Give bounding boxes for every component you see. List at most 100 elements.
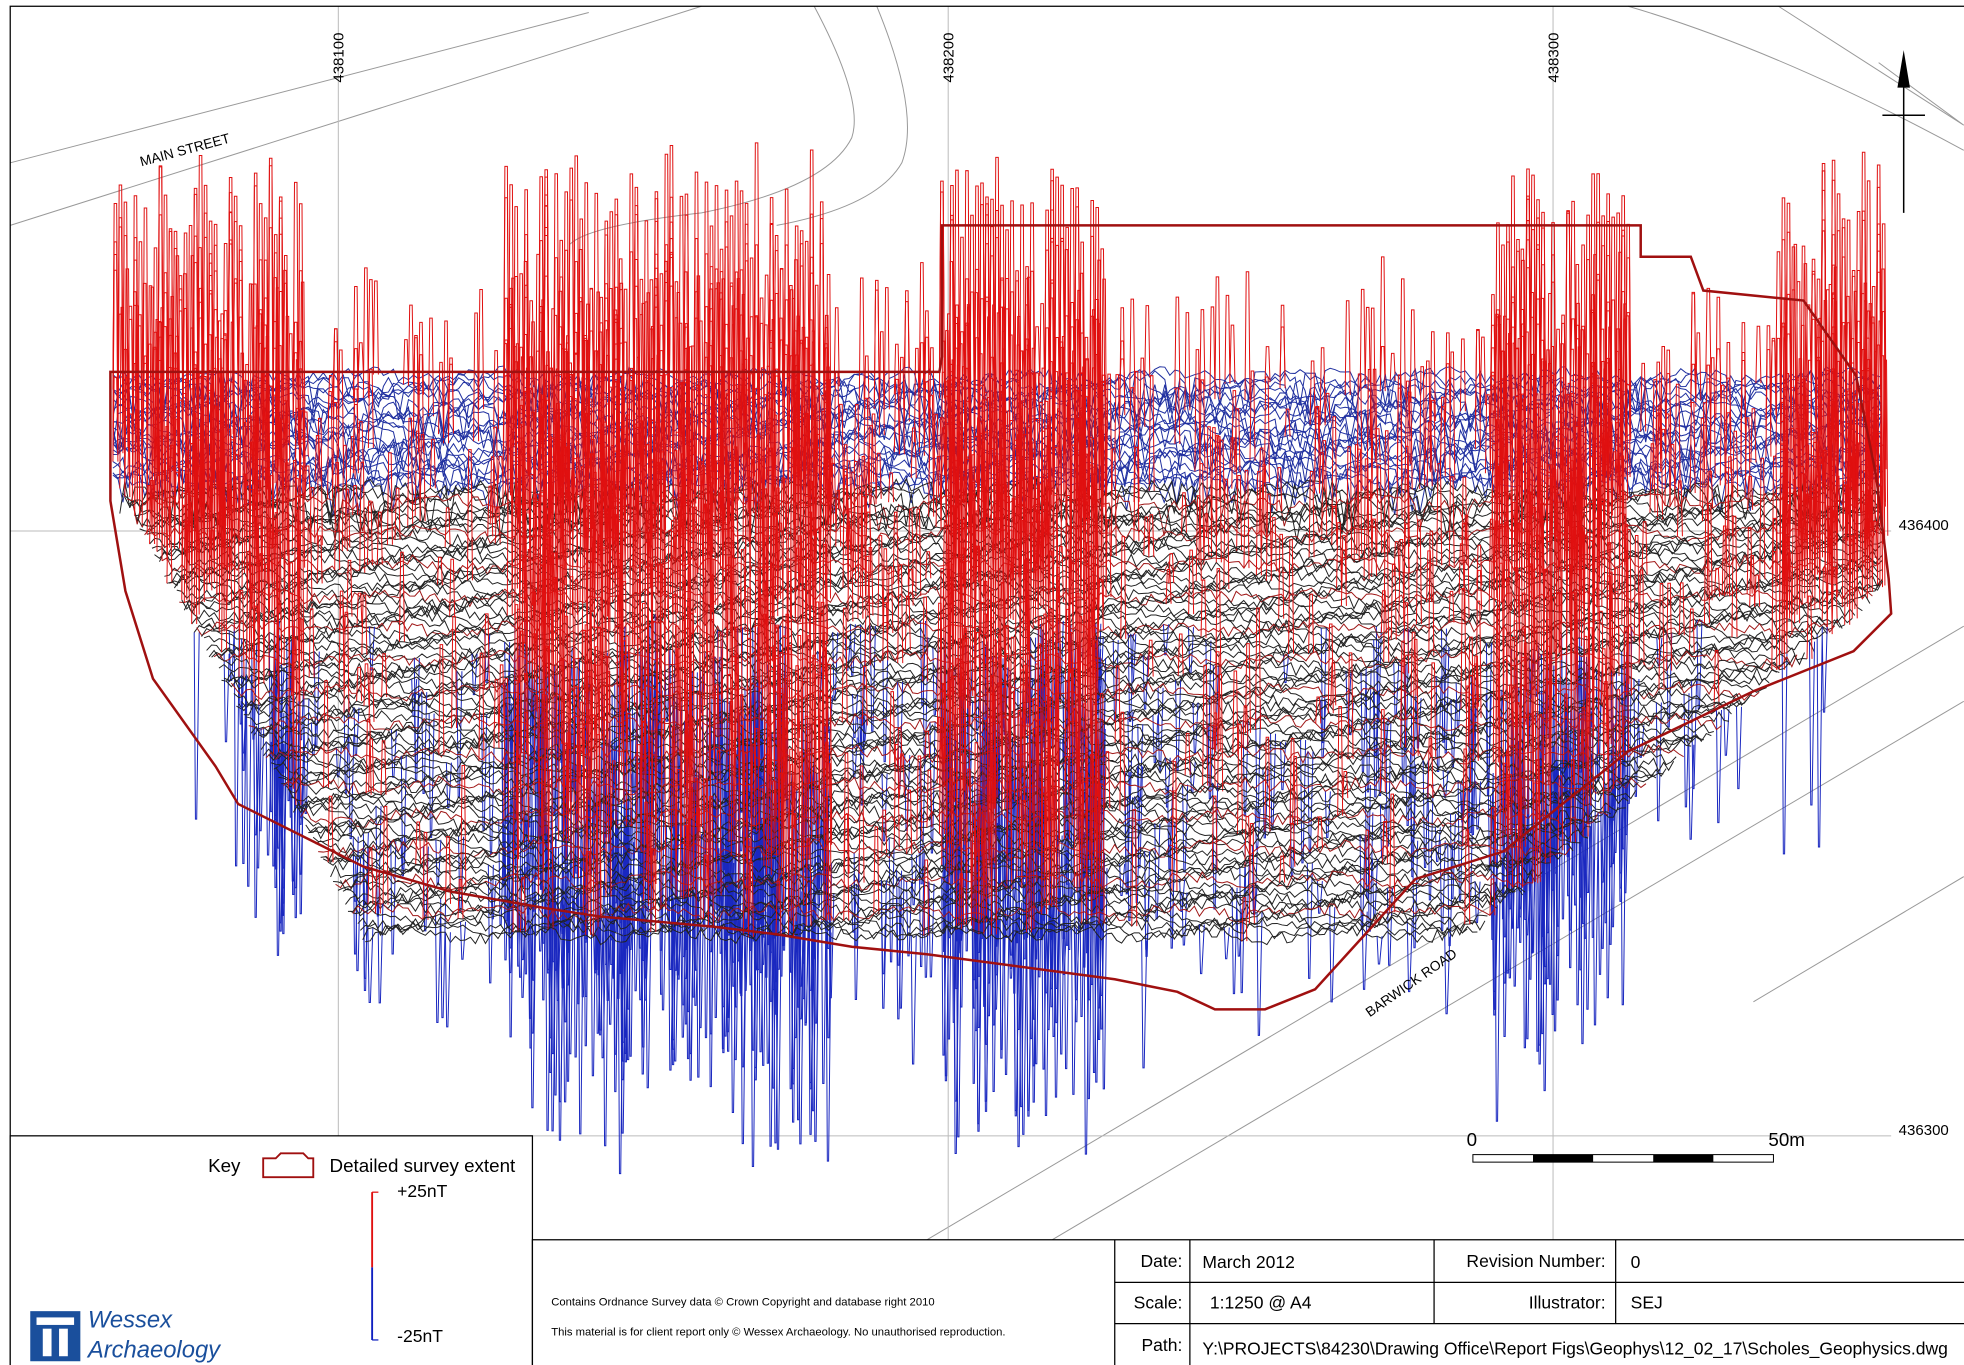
field-label: Revision Number:	[1466, 1251, 1605, 1271]
trace	[523, 644, 1576, 850]
trace	[238, 476, 1778, 684]
trace	[117, 168, 1882, 408]
field-value: Y:\PROJECTS\84230\Drawing Office\Report …	[1202, 1339, 1947, 1360]
trace	[444, 924, 1383, 1162]
trace	[273, 527, 1407, 732]
trace	[342, 883, 1516, 906]
field-value: March 2012	[1202, 1252, 1295, 1272]
trace	[337, 875, 1526, 896]
trace	[333, 865, 1536, 887]
trace	[422, 677, 1496, 921]
trace	[246, 421, 1785, 663]
northing-label: 436300	[1899, 1122, 1949, 1139]
trace	[218, 431, 1833, 643]
trace	[112, 155, 1857, 395]
trace	[146, 309, 1871, 547]
trace	[537, 717, 695, 897]
trace	[650, 643, 1524, 898]
trace	[520, 692, 1248, 942]
trace	[515, 580, 1544, 826]
trace	[174, 309, 1809, 560]
scale-bar: 0 50m	[1467, 1129, 1805, 1163]
trace	[288, 509, 1612, 750]
trace	[226, 376, 1856, 618]
trace	[530, 880, 1393, 1123]
trace	[573, 685, 1541, 883]
trace	[517, 893, 1336, 1147]
key-extent: Detailed survey extent	[330, 1155, 516, 1176]
trace	[124, 243, 1819, 488]
trace	[531, 469, 1079, 718]
trace	[478, 522, 1587, 768]
grid-labels: 438100 438200 438300 436400 436300	[331, 33, 1949, 1139]
trace	[283, 428, 1572, 669]
trace	[692, 423, 1600, 635]
trace	[521, 460, 1620, 682]
easting-label: 438300	[1545, 33, 1562, 83]
trace	[253, 465, 1607, 712]
trace	[127, 225, 1837, 483]
logo: Wessex Archaeology	[30, 1306, 222, 1364]
trace	[354, 906, 1488, 927]
trace	[365, 923, 1468, 946]
trace	[663, 482, 1577, 740]
road-ne	[1628, 5, 1964, 151]
main-street-line	[10, 5, 702, 226]
trace	[563, 559, 1592, 811]
trace	[585, 671, 722, 901]
extent-symbol	[262, 1152, 315, 1179]
trace	[330, 860, 1544, 882]
trace	[258, 451, 1096, 694]
logo-text: Wessex	[88, 1306, 173, 1333]
logo-text: Archaeology	[86, 1337, 222, 1364]
trace	[124, 266, 1844, 507]
trace	[513, 656, 1541, 868]
trace	[345, 888, 1513, 909]
north-arrow	[1882, 50, 1925, 213]
field-label: Path:	[1141, 1335, 1182, 1355]
trace	[643, 541, 966, 773]
trace	[651, 517, 1625, 772]
trace	[181, 259, 1886, 509]
trace	[335, 870, 1533, 891]
trace	[268, 748, 1677, 770]
trace	[183, 359, 1873, 605]
scale-label: 0	[1467, 1129, 1477, 1150]
trace	[377, 903, 1050, 1147]
trace	[515, 581, 1299, 835]
trace	[208, 329, 1884, 589]
field-value: SEJ	[1631, 1292, 1663, 1312]
trace	[198, 622, 1828, 644]
trace	[367, 695, 1100, 910]
northing-label: 436400	[1899, 517, 1949, 534]
trace	[327, 618, 1551, 875]
trace	[318, 838, 1571, 860]
trace	[503, 617, 1552, 820]
easting-label: 438200	[940, 33, 957, 83]
trace	[604, 393, 1833, 633]
trace	[557, 922, 1451, 1175]
trace	[181, 361, 1856, 611]
trace	[290, 522, 1720, 709]
key-title: Key	[208, 1155, 241, 1176]
trace	[117, 167, 1827, 426]
trace	[263, 434, 1673, 678]
key-min: -25nT	[397, 1326, 443, 1346]
traceplot	[112, 142, 1889, 1175]
trace	[211, 316, 1836, 555]
trace	[192, 142, 1847, 383]
field-label: Illustrator:	[1529, 1292, 1606, 1312]
trace	[357, 911, 1486, 932]
field-value: 0	[1631, 1252, 1641, 1272]
trace	[360, 915, 1478, 937]
field-value: 1:1250 @ A4	[1210, 1292, 1312, 1312]
trace	[273, 501, 1632, 704]
field-label: Scale:	[1134, 1292, 1183, 1312]
trace	[573, 553, 1622, 786]
trace	[365, 571, 1614, 795]
trace	[119, 255, 1879, 497]
trace	[246, 448, 1785, 671]
trace	[157, 151, 1882, 403]
